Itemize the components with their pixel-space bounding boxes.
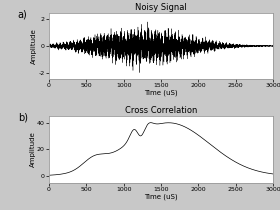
Text: a): a) bbox=[18, 9, 27, 19]
Y-axis label: Amplitude: Amplitude bbox=[31, 28, 37, 64]
Title: Noisy Signal: Noisy Signal bbox=[135, 3, 187, 12]
Y-axis label: Amplitude: Amplitude bbox=[30, 131, 36, 167]
X-axis label: Time (uS): Time (uS) bbox=[144, 90, 178, 96]
Title: Cross Correlation: Cross Correlation bbox=[125, 106, 197, 115]
Text: b): b) bbox=[18, 113, 28, 123]
X-axis label: Time (uS): Time (uS) bbox=[144, 193, 178, 200]
